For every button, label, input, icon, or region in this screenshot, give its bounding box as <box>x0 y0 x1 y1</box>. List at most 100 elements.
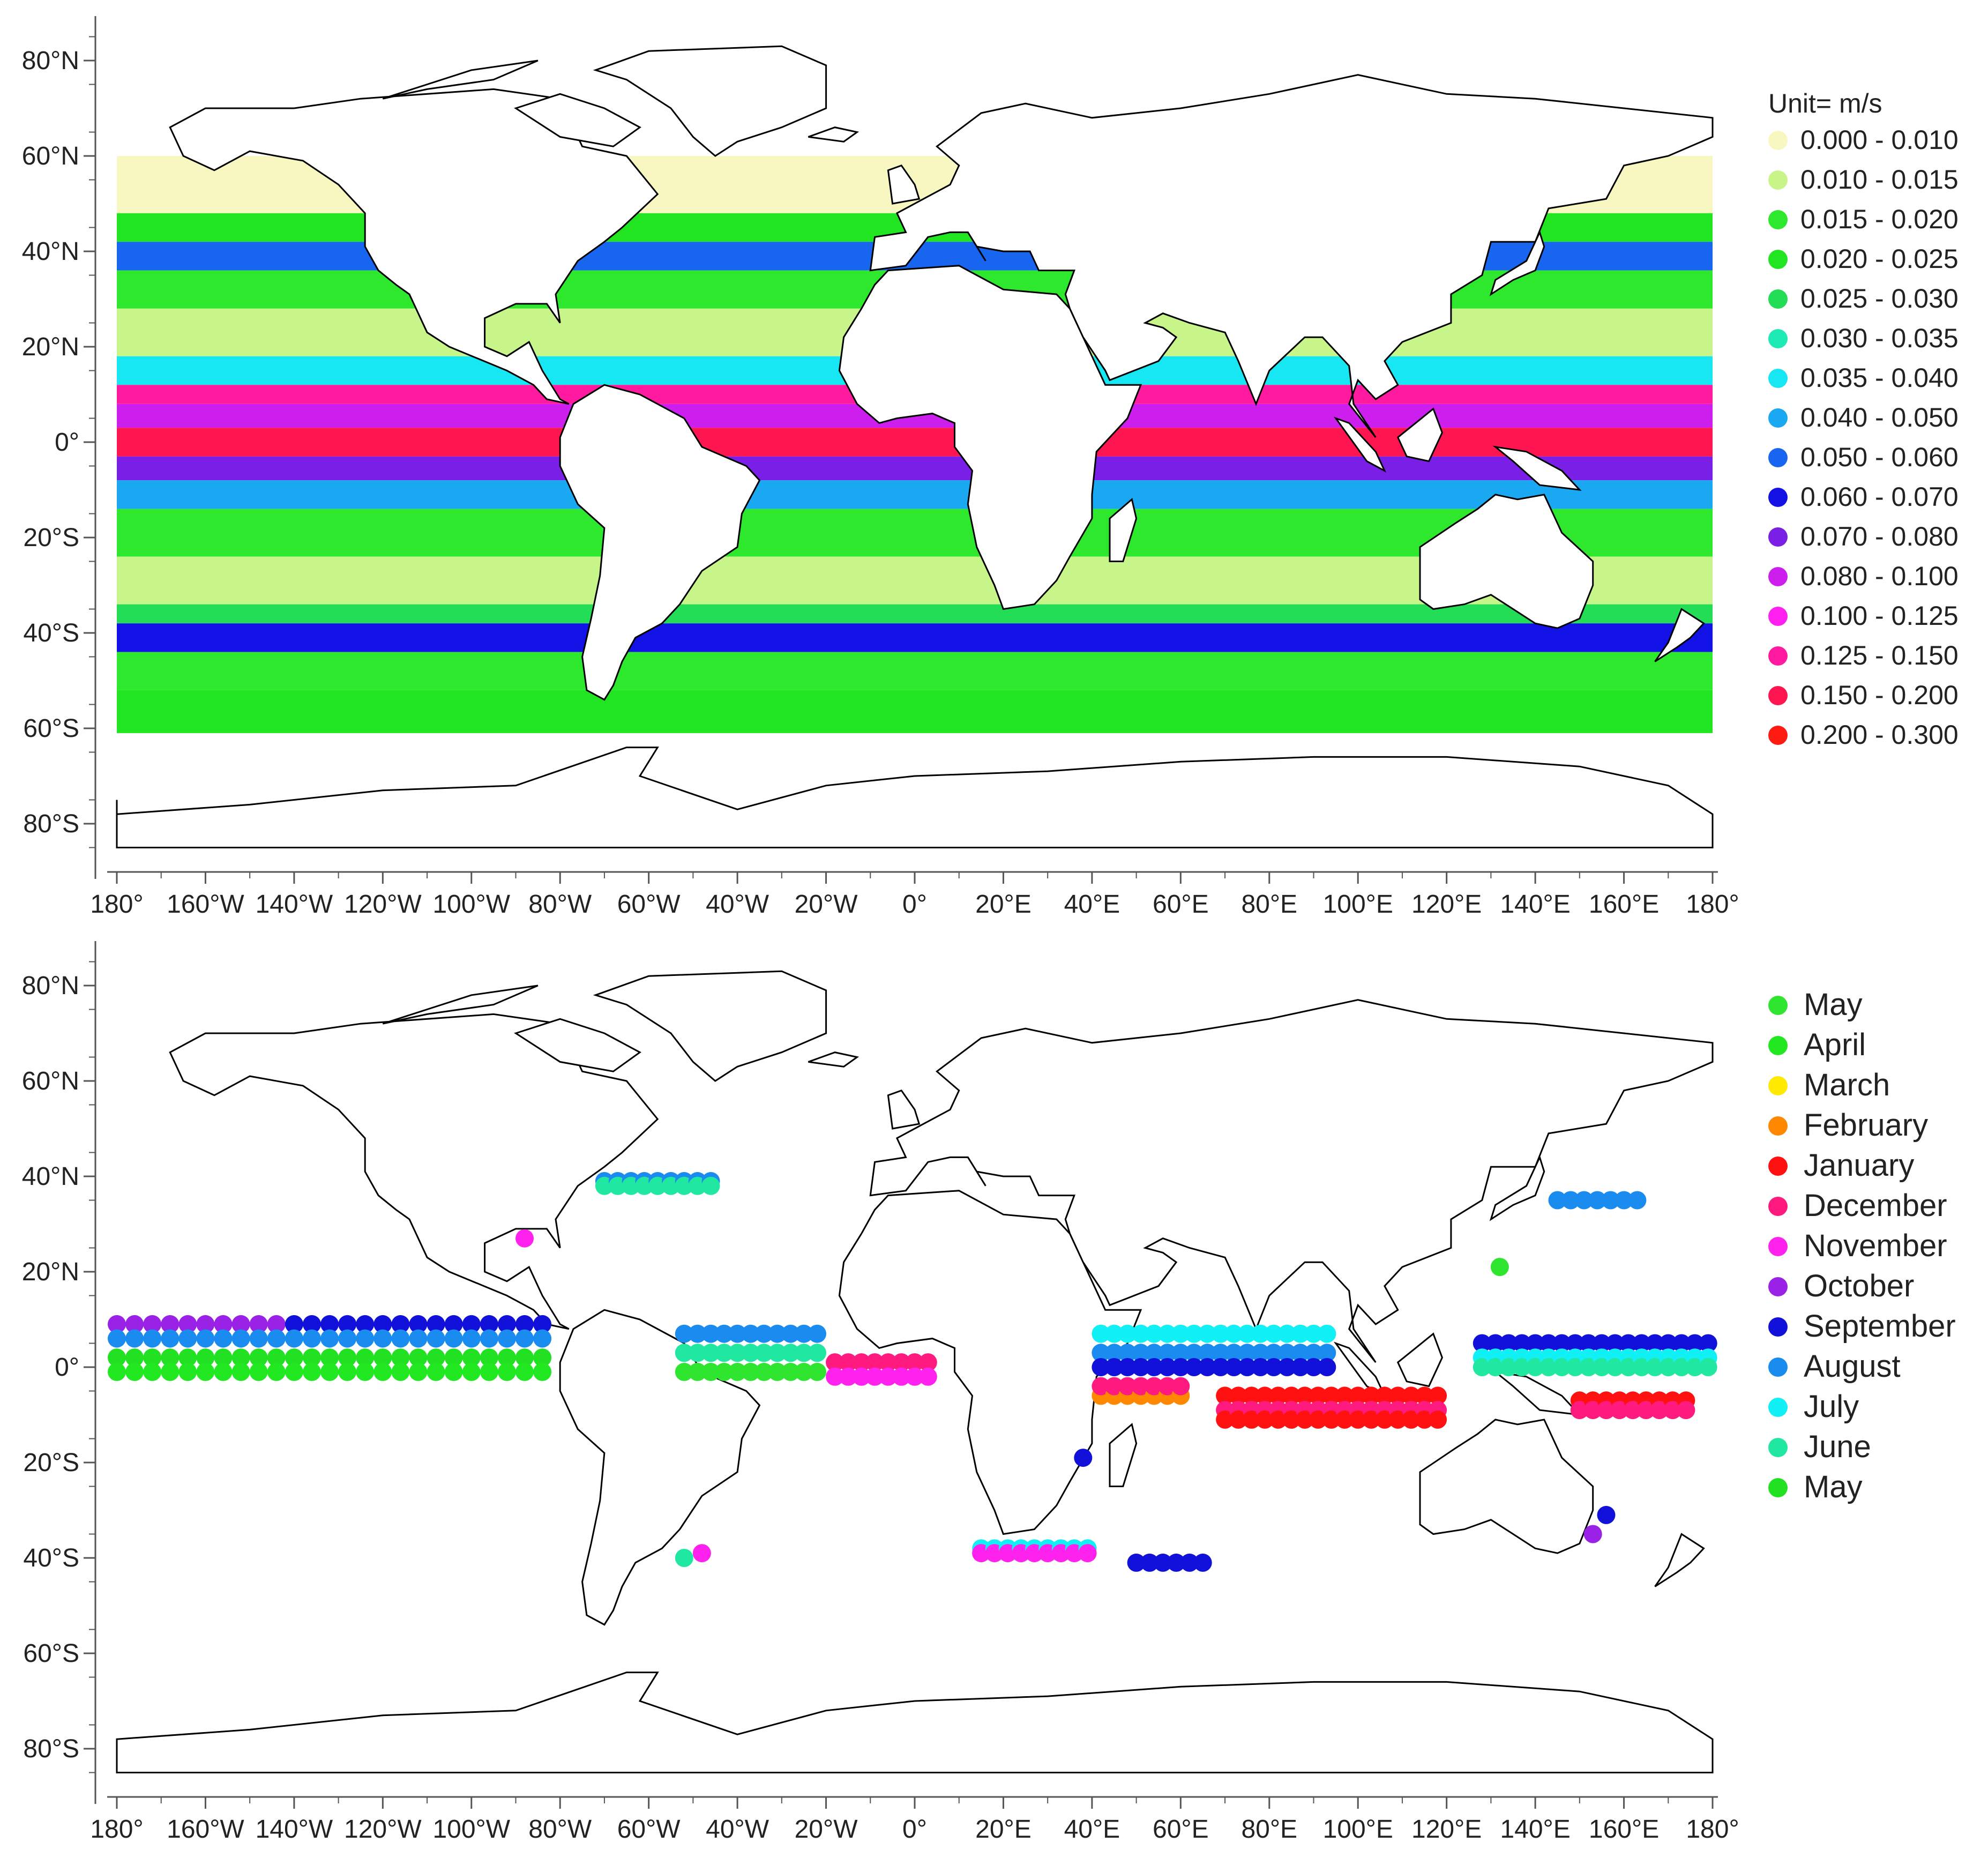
month-point <box>338 1329 357 1348</box>
month-point <box>1216 1410 1235 1429</box>
month-point <box>161 1315 180 1333</box>
month-point <box>754 1344 773 1362</box>
x-tick-label: 60°E <box>1153 890 1209 919</box>
scatter-points <box>108 1172 1717 1572</box>
month-point <box>906 1353 924 1372</box>
month-point <box>1269 1410 1288 1429</box>
month-point <box>1185 1324 1204 1343</box>
landmass-outline <box>1489 230 1545 296</box>
month-point <box>480 1329 498 1348</box>
month-point <box>1566 1358 1585 1376</box>
month-point <box>391 1329 410 1348</box>
landmass-outline <box>514 1018 641 1072</box>
landmass-outline <box>1333 1341 1387 1398</box>
month-point <box>249 1348 268 1367</box>
month-point <box>1296 1386 1314 1405</box>
legend-label: January <box>1804 1148 1914 1183</box>
month-point <box>906 1367 924 1386</box>
month-point <box>498 1315 516 1333</box>
month-point <box>1140 1553 1159 1572</box>
month-point <box>1672 1334 1691 1353</box>
legend-label: 0.200 - 0.300 <box>1800 720 1959 750</box>
x-tick-label: 60°W <box>617 1815 681 1844</box>
landmass-outline <box>808 1051 860 1068</box>
month-point <box>462 1315 481 1333</box>
month-point <box>267 1362 286 1381</box>
month-point <box>675 1344 693 1362</box>
month-point <box>1499 1334 1518 1353</box>
month-point <box>1539 1334 1558 1353</box>
month-point <box>839 1367 857 1386</box>
month-point <box>1251 1358 1270 1376</box>
legend-title: Unit= m/s <box>1768 88 1882 118</box>
month-point <box>1699 1358 1717 1376</box>
month-point <box>754 1324 773 1343</box>
month-point <box>196 1329 215 1348</box>
month-point <box>768 1362 787 1381</box>
legend-swatch <box>1768 1398 1788 1417</box>
speed-band <box>117 652 1713 690</box>
month-point <box>1539 1358 1558 1376</box>
month-point <box>741 1324 760 1343</box>
month-point <box>918 1367 937 1386</box>
x-tick-label: 100°W <box>432 890 510 919</box>
month-point <box>1615 1191 1633 1210</box>
landmass-outline <box>1492 1370 1582 1416</box>
month-point <box>1277 1358 1296 1376</box>
month-point <box>728 1362 747 1381</box>
month-point <box>1092 1324 1110 1343</box>
month-point <box>701 1344 720 1362</box>
y-tick-label: 20°S <box>23 524 79 552</box>
legend: May April March February January December Nove… <box>1768 987 1956 1504</box>
y-tick-label: 60°N <box>22 1067 79 1095</box>
legend-label: 0.060 - 0.070 <box>1800 482 1959 512</box>
month-point <box>1265 1358 1283 1376</box>
month-point <box>196 1362 215 1381</box>
month-point <box>391 1362 410 1381</box>
month-point <box>839 1353 857 1372</box>
x-tick-label: 120°W <box>344 890 422 919</box>
legend-label: 0.125 - 0.150 <box>1800 640 1959 670</box>
y-tick-label: 80°N <box>22 972 79 1000</box>
month-point <box>356 1329 375 1348</box>
month-point <box>688 1344 707 1362</box>
legend-label: 0.150 - 0.200 <box>1800 680 1959 710</box>
month-point <box>675 1324 693 1343</box>
month-point <box>1105 1377 1124 1396</box>
landmass-outline <box>1333 416 1387 473</box>
legend-swatch <box>1768 369 1788 388</box>
month-point <box>1158 1358 1177 1376</box>
legend-swatch <box>1768 1357 1788 1377</box>
legend-swatch <box>1768 527 1788 547</box>
landmass-outline <box>1489 1155 1545 1221</box>
x-tick-label: 100°W <box>432 1815 510 1844</box>
month-point <box>125 1329 144 1348</box>
month-point <box>1486 1358 1505 1376</box>
month-point <box>879 1367 898 1386</box>
month-point <box>1672 1358 1691 1376</box>
landmass-outline <box>869 74 1714 438</box>
month-point <box>808 1344 826 1362</box>
landmass-outline <box>382 59 539 100</box>
x-tick-label: 140°E <box>1500 890 1570 919</box>
month-point <box>303 1329 321 1348</box>
month-point <box>444 1315 463 1333</box>
month-point <box>715 1324 734 1343</box>
month-point <box>427 1348 445 1367</box>
speed-band <box>117 623 1713 652</box>
month-point <box>462 1348 481 1367</box>
month-point <box>373 1348 392 1367</box>
month-point <box>1092 1377 1110 1396</box>
month-point <box>515 1362 534 1381</box>
legend-swatch <box>1768 1438 1788 1457</box>
legend-label: 0.035 - 0.040 <box>1800 363 1959 393</box>
continents <box>116 970 1714 1773</box>
month-point <box>498 1362 516 1381</box>
x-tick-label: 120°E <box>1411 1815 1482 1844</box>
legend-swatch <box>1768 686 1788 705</box>
month-point <box>808 1362 826 1381</box>
month-point <box>1265 1324 1283 1343</box>
x-tick-label: 20°E <box>975 1815 1032 1844</box>
month-point <box>143 1315 162 1333</box>
map-panel-months: 80°N 60°N 40°N 20°N 0° 20°S 40°S 60°S 80°S 180° 16… <box>0 925 1988 1850</box>
